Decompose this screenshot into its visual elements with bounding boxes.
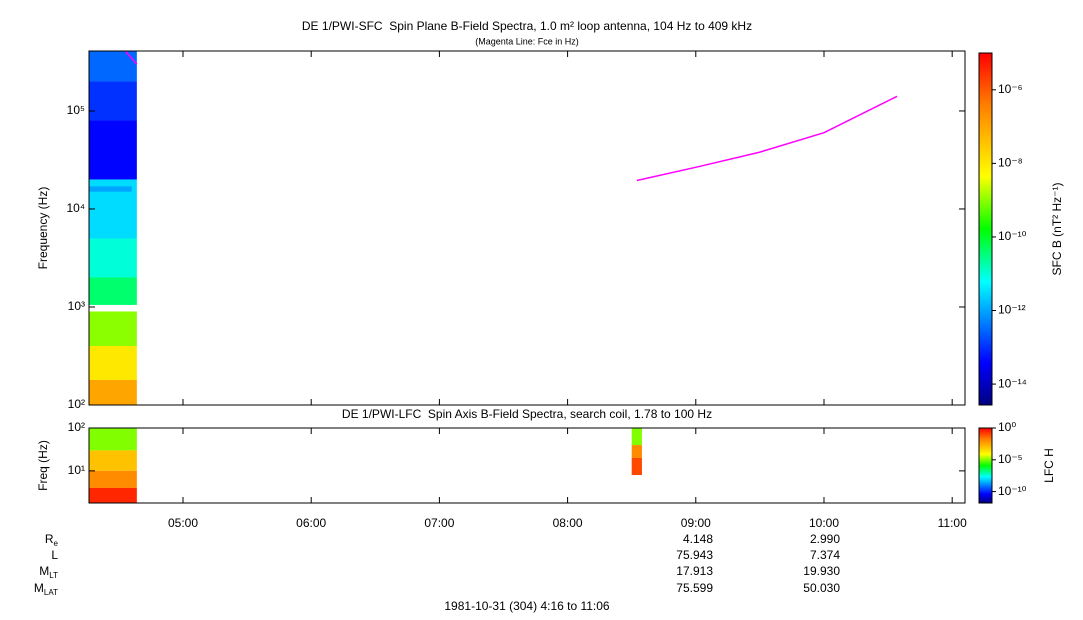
spectrum-cell bbox=[89, 428, 137, 451]
ephemeris-value: 75.943 bbox=[676, 548, 713, 562]
plot-frame bbox=[88, 427, 966, 504]
ephemeris-value: 7.374 bbox=[810, 548, 840, 562]
spectrum-cell bbox=[89, 120, 137, 180]
colorbar-tick-label: 10⁻¹⁰ bbox=[998, 229, 1027, 243]
ephemeris-label: MLAT bbox=[34, 581, 58, 597]
footer: 1981-10-31 (304) 4:16 to 11:06 bbox=[444, 599, 610, 613]
x-tick-label: 05:00 bbox=[168, 516, 198, 530]
spectrum-cell bbox=[631, 445, 642, 458]
x-tick-label: 09:00 bbox=[681, 516, 711, 530]
colorbar-tick-label: 10⁻¹⁴ bbox=[998, 376, 1027, 390]
y-axis-label: Frequency (Hz) bbox=[36, 187, 50, 270]
ephemeris-label-sub: e bbox=[54, 539, 59, 548]
colorbar-tick-label: 10⁻¹² bbox=[998, 303, 1026, 317]
spectrum-cell bbox=[89, 238, 137, 278]
colorbar-tick-label: 10⁻⁶ bbox=[998, 82, 1023, 96]
ephemeris-label: L bbox=[51, 548, 58, 562]
spectrum-cell bbox=[89, 379, 137, 405]
spectrum-cell bbox=[89, 277, 137, 305]
y-tick-label: 10² bbox=[68, 397, 85, 411]
spectrum-cell bbox=[89, 450, 137, 471]
plot-frame bbox=[88, 50, 966, 406]
y-tick-label: 10³ bbox=[68, 299, 85, 313]
x-tick-label: 06:00 bbox=[296, 516, 326, 530]
chart-title: DE 1/PWI-SFC Spin Plane B-Field Spectra,… bbox=[302, 19, 752, 33]
colorbar bbox=[978, 52, 993, 406]
ephemeris-label-main: R bbox=[45, 532, 54, 546]
x-tick-label: 07:00 bbox=[424, 516, 454, 530]
spectrum-cell bbox=[89, 345, 137, 380]
y-tick-label: 10⁴ bbox=[66, 201, 85, 215]
ephemeris-label-sub: LAT bbox=[44, 588, 58, 597]
colorbar-label: SFC B (nT² Hz⁻¹) bbox=[1050, 183, 1064, 276]
chart-title: DE 1/PWI-LFC Spin Axis B-Field Spectra, … bbox=[342, 407, 712, 421]
colorbar-tick-label: 10⁰ bbox=[998, 420, 1016, 434]
ephemeris-label-main: M bbox=[39, 564, 49, 578]
ephemeris-value: 75.599 bbox=[676, 581, 713, 595]
ephemeris-value: 19.930 bbox=[803, 564, 840, 578]
colorbar-label: LFC H bbox=[1042, 448, 1056, 483]
ephemeris-value: 2.990 bbox=[810, 532, 840, 546]
y-tick-label: 10² bbox=[68, 420, 85, 434]
colorbar-tick-label: 10⁻¹⁰ bbox=[998, 484, 1027, 498]
spectrum-cell bbox=[89, 487, 137, 503]
x-tick-label: 10:00 bbox=[809, 516, 839, 530]
spectrum-cell bbox=[631, 457, 642, 476]
spectrum-cell bbox=[89, 311, 137, 346]
spectrum-cell bbox=[89, 81, 137, 121]
ephemeris-value: 17.913 bbox=[676, 564, 713, 578]
ephemeris-label-sub: LT bbox=[49, 571, 58, 580]
x-tick-label: 08:00 bbox=[553, 516, 583, 530]
fce-line bbox=[124, 50, 898, 182]
x-tick-label: 11:00 bbox=[938, 516, 967, 530]
ephemeris-label-main: M bbox=[34, 581, 44, 595]
colorbar bbox=[978, 427, 993, 504]
y-axis-label: Freq (Hz) bbox=[36, 440, 50, 491]
ephemeris-value: 50.030 bbox=[803, 581, 840, 595]
chart-subtitle: (Magenta Line: Fce in Hz) bbox=[475, 36, 579, 46]
ephemeris-value: 4.148 bbox=[683, 532, 713, 546]
colorbar-tick-label: 10⁻⁵ bbox=[998, 452, 1023, 466]
spectrum-cell bbox=[89, 470, 137, 488]
ephemeris-label: MLT bbox=[39, 564, 58, 580]
spectrum-cell bbox=[631, 428, 642, 446]
y-tick-label: 10¹ bbox=[68, 463, 85, 477]
ephemeris-label-main: L bbox=[51, 548, 58, 562]
ephemeris-label: Re bbox=[45, 532, 59, 548]
spectrum-cell bbox=[89, 186, 132, 192]
y-tick-label: 10⁵ bbox=[67, 103, 85, 117]
colorbar-tick-label: 10⁻⁸ bbox=[998, 156, 1023, 170]
